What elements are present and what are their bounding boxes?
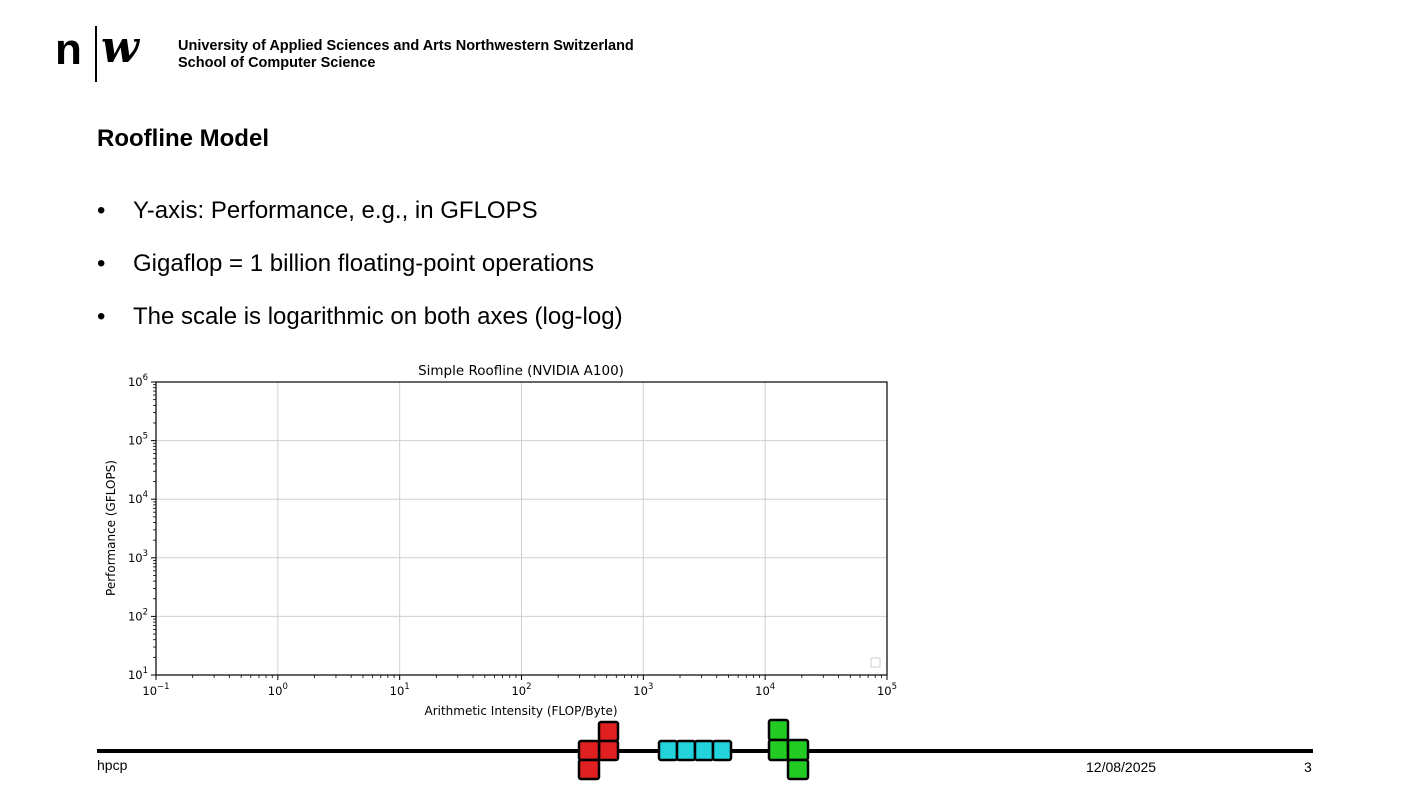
chart-title: Simple Roofline (NVIDIA A100): [418, 363, 624, 379]
block-cell: [693, 739, 715, 762]
x-tick-label: 104: [755, 682, 775, 698]
institution-line-2: School of Computer Science: [178, 55, 376, 71]
block-cell: [786, 758, 810, 781]
x-tick-label: 105: [877, 682, 897, 698]
y-tick-label: 101: [128, 666, 148, 682]
logo-letter-n: n: [55, 25, 82, 74]
bullet-list: • Y-axis: Performance, e.g., in GFLOPS • G…: [97, 197, 623, 356]
block-cell: [767, 718, 790, 742]
block-cell: [711, 739, 733, 762]
x-tick-label: 102: [511, 682, 531, 698]
green-z-block-icon: [767, 718, 810, 781]
logo-letter-w: w: [101, 22, 139, 73]
bullet-item: • Y-axis: Performance, e.g., in GFLOPS: [97, 197, 623, 250]
cyan-i-block-icon: [657, 739, 733, 762]
plot-frame: [155, 381, 888, 676]
x-tick-label: 101: [390, 682, 410, 698]
bullet-text: Y-axis: Performance, e.g., in GFLOPS: [133, 197, 538, 224]
y-tick-label: 105: [128, 432, 148, 448]
x-tick-label: 10−1: [142, 682, 169, 698]
institution-line-1: University of Applied Sciences and Arts …: [178, 38, 634, 54]
x-tick-label: 100: [268, 682, 288, 698]
block-cell: [767, 738, 790, 762]
roofline-chart: 10−1 100 101 102 103 104 105 101 102 103 104 105 106…: [104, 363, 897, 718]
footer-date: 12/08/2025: [1086, 759, 1157, 775]
bullet-item: • Gigaflop = 1 billion floating-point ope…: [97, 250, 623, 303]
block-cell: [675, 739, 697, 762]
institution-name: University of Applied Sciences and Arts …: [178, 38, 634, 72]
bullet-text: Gigaflop = 1 billion floating-point oper…: [133, 250, 594, 277]
x-axis-label: Arithmetic Intensity (FLOP/Byte): [424, 704, 617, 718]
block-cell: [786, 738, 810, 762]
fhnw-logo: n w: [55, 24, 155, 84]
bullet-text: The scale is logarithmic on both axes (l…: [133, 303, 623, 330]
x-tick-label: 103: [633, 682, 653, 698]
y-tick-label: 104: [128, 490, 148, 506]
bullet-icon: •: [97, 197, 106, 224]
block-cell: [577, 739, 601, 762]
bullet-icon: •: [97, 250, 106, 277]
tetris-blocks-decoration: [577, 718, 810, 781]
legend-box: [870, 657, 881, 668]
footer-course: hpcp: [97, 757, 128, 773]
y-tick-label: 106: [128, 373, 148, 389]
y-axis-label: Performance (GFLOPS): [104, 460, 118, 596]
block-cell: [577, 758, 601, 781]
bullet-item: • The scale is logarithmic on both axes (…: [97, 303, 623, 356]
red-s-block-icon: [577, 720, 620, 781]
y-tick-label: 102: [128, 607, 148, 623]
page-number: 3: [1304, 759, 1312, 775]
chart-grid: [156, 382, 887, 675]
y-tick-label: 103: [128, 549, 148, 565]
bullet-icon: •: [97, 303, 106, 330]
block-cell: [597, 739, 620, 762]
block-cell: [657, 739, 679, 762]
slide-title: Roofline Model: [97, 125, 269, 152]
chart-minor-ticks: [153, 384, 882, 678]
logo-divider: [95, 26, 97, 82]
chart-ticks: 10−1 100 101 102 103 104 105 101 102 103 104 105 106: [128, 373, 897, 698]
block-cell: [597, 720, 620, 743]
